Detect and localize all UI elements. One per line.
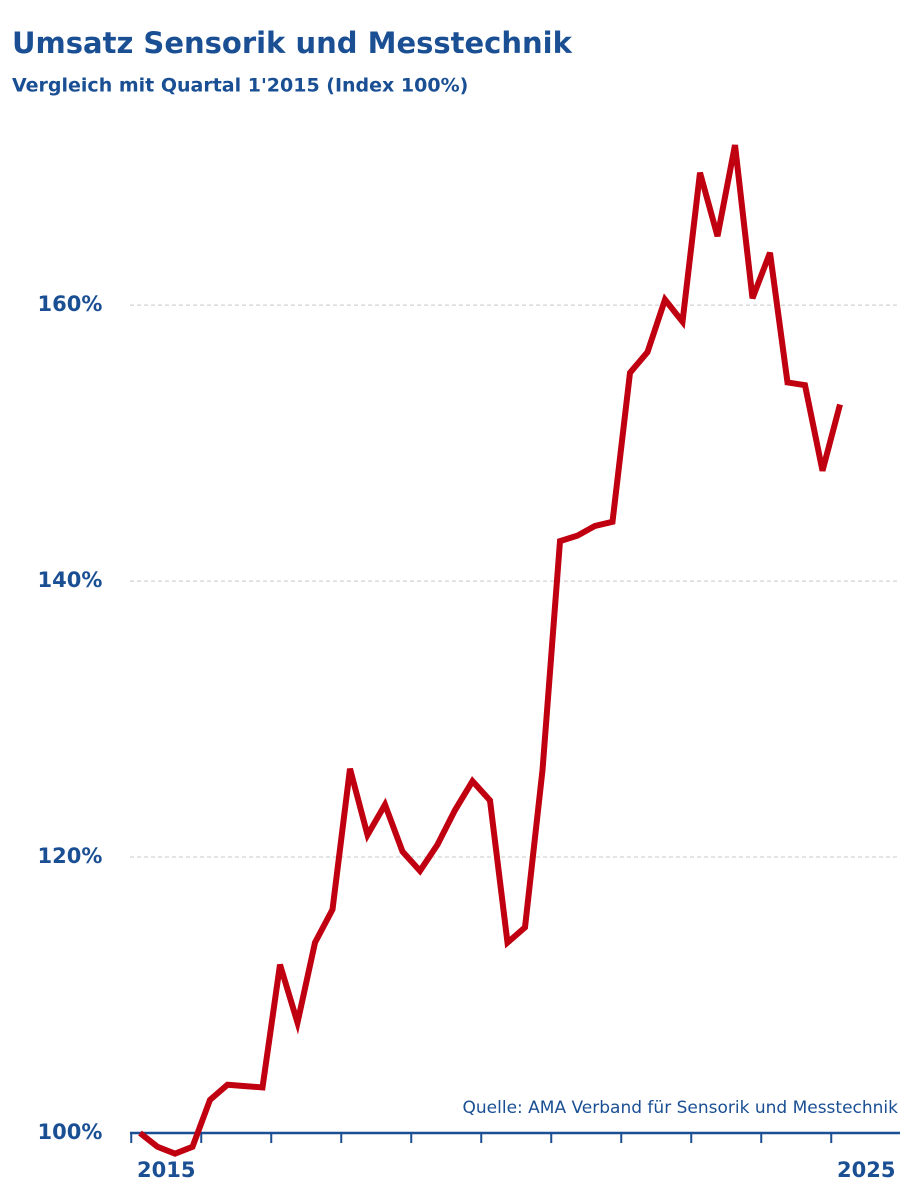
data-line: [138, 144, 843, 1157]
chart-title: Umsatz Sensorik und Messtechnik: [12, 26, 573, 60]
y-tick-label: 160%: [38, 292, 103, 316]
y-tick-label: 120%: [38, 844, 103, 868]
y-tick-label: 100%: [38, 1120, 103, 1144]
chart-subtitle: Vergleich mit Quartal 1'2015 (Index 100%…: [12, 75, 468, 97]
y-tick-label: 140%: [38, 568, 103, 592]
x-tick-label: 2025: [837, 1158, 895, 1182]
source-note: Quelle: AMA Verband für Sensorik und Mes…: [463, 1098, 899, 1118]
x-tick-label: 2015: [137, 1158, 195, 1182]
